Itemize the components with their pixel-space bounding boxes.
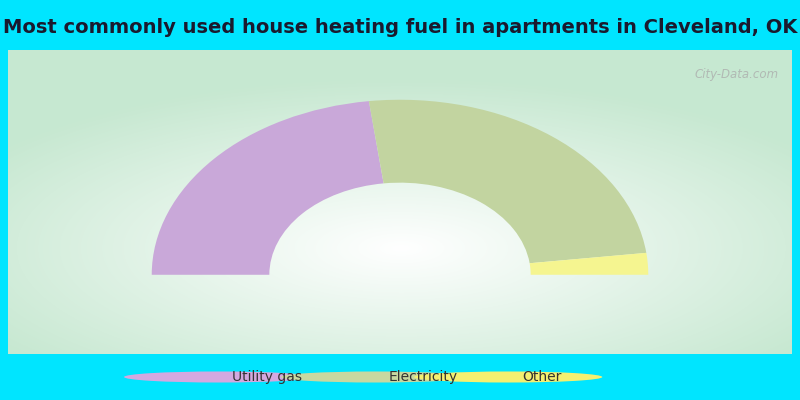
Wedge shape (152, 101, 384, 275)
Text: Most commonly used house heating fuel in apartments in Cleveland, OK: Most commonly used house heating fuel in… (3, 18, 797, 37)
Wedge shape (530, 253, 648, 275)
Circle shape (414, 372, 602, 382)
Circle shape (281, 372, 469, 382)
Text: Utility gas: Utility gas (232, 370, 302, 384)
Text: Other: Other (522, 370, 562, 384)
Circle shape (124, 372, 312, 382)
Wedge shape (369, 100, 646, 263)
Text: City-Data.com: City-Data.com (695, 68, 779, 82)
Text: Electricity: Electricity (389, 370, 458, 384)
